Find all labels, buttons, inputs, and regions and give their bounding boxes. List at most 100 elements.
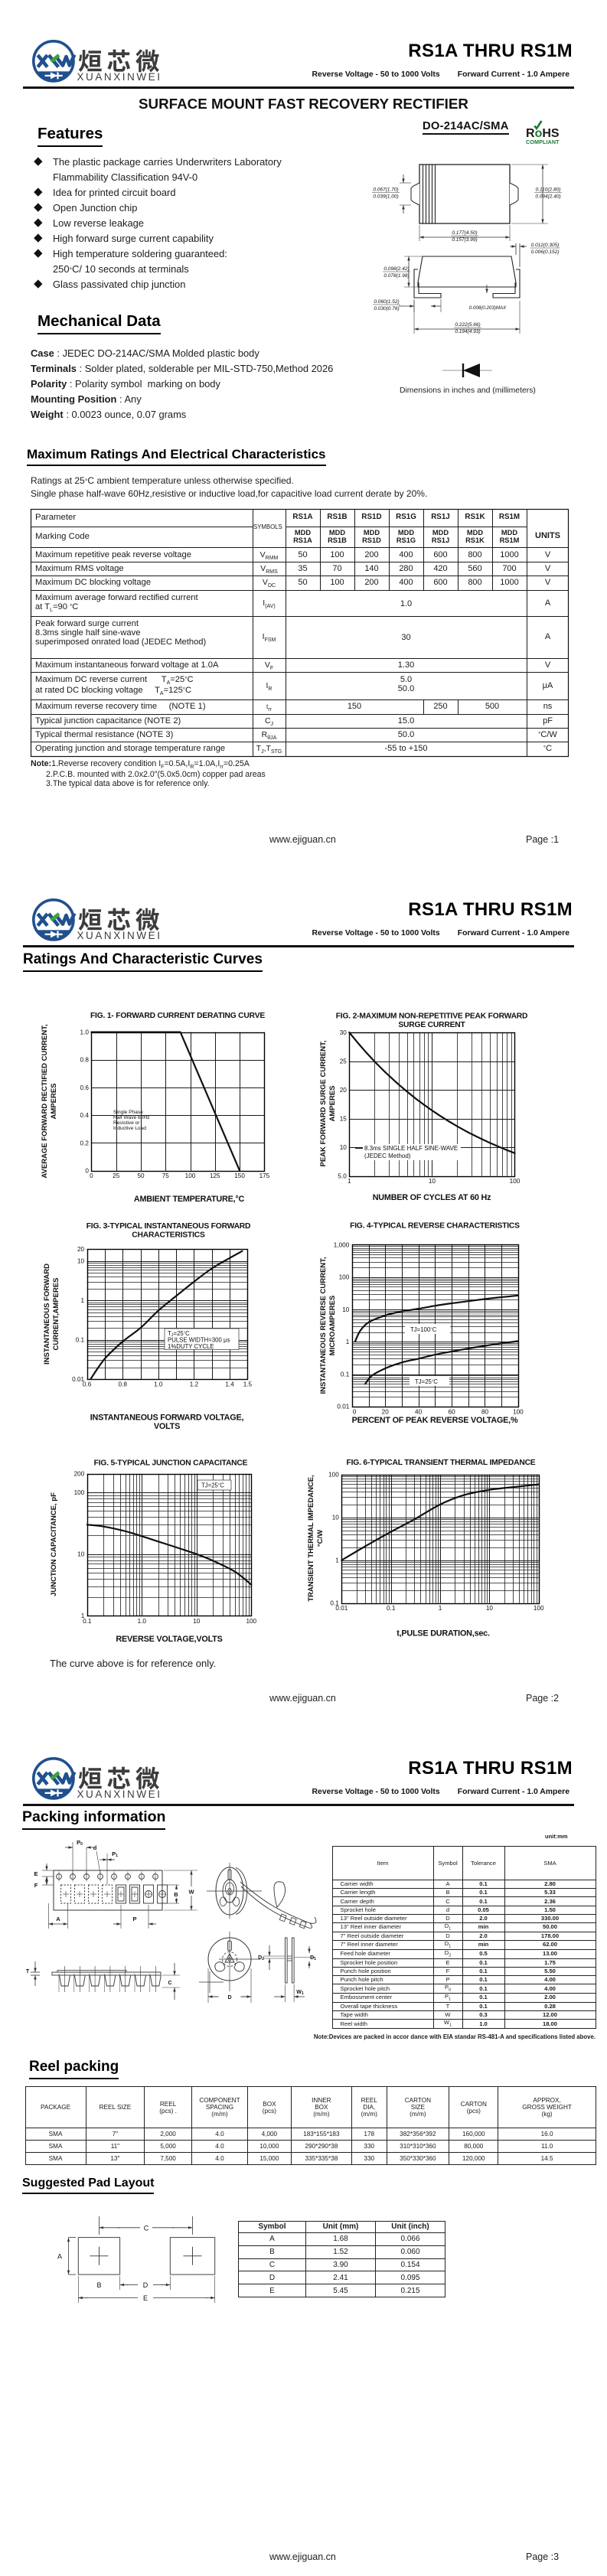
svg-text:0.177(4.50): 0.177(4.50) [452,230,477,236]
svg-text:0.1: 0.1 [387,1605,396,1612]
svg-text:0.01: 0.01 [72,1376,84,1383]
svg-text:INSTANTANEOUS FORWARD VOLTAGE,: INSTANTANEOUS FORWARD VOLTAGE, [90,1414,244,1423]
svg-text:0.008(0.203)MAX: 0.008(0.203)MAX [469,305,507,311]
svg-text:0.1: 0.1 [330,1599,339,1606]
svg-text:TJ=25°C: TJ=25°C [415,1378,438,1385]
svg-text:C: C [168,1981,171,1986]
svg-text:0.1: 0.1 [341,1371,350,1378]
svg-text:Single Phase: Single Phase [113,1110,143,1115]
svg-text:0.078(1.98): 0.078(1.98) [383,273,409,279]
svg-text:INSTANTANEOUS FORWARD: INSTANTANEOUS FORWARD [43,1264,51,1365]
svg-text:MICROAMPERES: MICROAMPERES [328,1296,337,1356]
svg-text:B: B [96,2281,101,2289]
svg-text:10: 10 [340,1144,348,1151]
svg-text:20: 20 [77,1246,85,1253]
svg-text:CHARACTERISTICS: CHARACTERISTICS [132,1231,205,1240]
svg-text:1.5: 1.5 [243,1381,253,1388]
svg-text:FIG. 4-TYPICAL REVERSE CHARACT: FIG. 4-TYPICAL REVERSE CHARACTERISTICS [350,1222,520,1231]
svg-text:0: 0 [90,1172,93,1179]
svg-text:10: 10 [193,1618,201,1625]
svg-text:125: 125 [210,1172,220,1179]
svg-text:0.4: 0.4 [80,1112,90,1119]
svg-text:10: 10 [77,1551,85,1558]
svg-text:AMBIENT TEMPERATURE,°C: AMBIENT TEMPERATURE,°C [134,1195,245,1204]
svg-text:30: 30 [340,1029,348,1036]
svg-text:1.4: 1.4 [225,1381,234,1388]
svg-text:FIG. 3-TYPICAL INSTANTANEOUS F: FIG. 3-TYPICAL INSTANTANEOUS FORWARD [86,1222,251,1231]
svg-text:0.067(1.70): 0.067(1.70) [373,187,398,193]
svg-text:D: D [143,2281,148,2289]
svg-text:XUANXINWEI: XUANXINWEI [77,1789,162,1800]
svg-text:FIG. 2-MAXIMUM NON-REPETITIVE: FIG. 2-MAXIMUM NON-REPETITIVE PEAK FORWA… [336,1012,528,1021]
svg-text:25: 25 [340,1058,348,1065]
svg-text:1: 1 [348,1178,351,1185]
svg-text:SURGE CURRENT: SURGE CURRENT [398,1021,465,1029]
svg-text:PERCENT OF PEAK REVERSE VOLTAG: PERCENT OF PEAK REVERSE VOLTAGE,% [352,1416,518,1425]
svg-text:INSTANTANEOUS REVERSE CURRENT,: INSTANTANEOUS REVERSE CURRENT, [319,1257,328,1394]
svg-text:A: A [56,1916,60,1922]
svg-text:1%DUTY CYCLE: 1%DUTY CYCLE [168,1343,214,1350]
svg-text:t,PULSE DURATION,sec.: t,PULSE DURATION,sec. [397,1629,490,1639]
svg-text:0.222(5.66): 0.222(5.66) [455,322,480,328]
svg-text:PEAK FORWARD SURGE CURRENT,: PEAK FORWARD SURGE CURRENT, [319,1040,328,1166]
svg-text:FIG. 1- FORWARD CURRENT DERATI: FIG. 1- FORWARD CURRENT DERATING CURVE [90,1012,265,1020]
svg-text:100: 100 [513,1408,524,1415]
svg-text:0: 0 [353,1408,357,1415]
svg-text:FIG. 6-TYPICAL TRANSIENT THERM: FIG. 6-TYPICAL TRANSIENT THERMAL IMPEDAN… [347,1459,536,1467]
svg-text:0.012(0.305): 0.012(0.305) [531,243,560,248]
svg-text:E: E [34,1870,38,1877]
svg-text:10: 10 [342,1306,350,1313]
svg-text:0.2: 0.2 [80,1140,90,1146]
svg-text:TJ=100°C: TJ=100°C [410,1326,437,1333]
svg-text:50: 50 [137,1172,145,1179]
svg-text:0.039(1.00): 0.039(1.00) [373,194,398,200]
svg-text:1.0: 1.0 [80,1029,90,1035]
svg-text:150: 150 [234,1172,245,1179]
svg-text:Half Wave 60Hz: Half Wave 60Hz [113,1115,149,1120]
svg-text:100: 100 [534,1605,544,1612]
svg-text:100: 100 [185,1172,196,1179]
svg-text:0.098(2.42): 0.098(2.42) [383,266,409,272]
svg-text:80: 80 [481,1408,489,1415]
svg-text:0.194(4.93): 0.194(4.93) [455,329,480,334]
svg-text:XUANXINWEI: XUANXINWEI [77,930,162,941]
svg-text:1.2: 1.2 [190,1381,199,1388]
svg-text:A: A [57,2253,62,2261]
svg-text:P0: P0 [77,1839,83,1847]
svg-text:0.6: 0.6 [80,1084,90,1091]
svg-text:0.8: 0.8 [80,1057,90,1064]
svg-text:15: 15 [340,1115,348,1122]
svg-text:1: 1 [346,1339,350,1345]
svg-text:1: 1 [81,1297,85,1304]
svg-text:JUNCTION CAPACITANCE, pF: JUNCTION CAPACITANCE, pF [50,1492,58,1596]
svg-text:0: 0 [85,1168,89,1175]
svg-text:1.0: 1.0 [138,1618,147,1625]
svg-text:0.157(3.99): 0.157(3.99) [452,237,477,243]
svg-text:100: 100 [328,1472,339,1479]
svg-text:60: 60 [449,1408,456,1415]
svg-text:TRANSIENT THERMAL IMPEDANCE,: TRANSIENT THERMAL IMPEDANCE, [307,1475,315,1602]
svg-text:D1: D1 [310,1955,316,1961]
svg-text:D2: D2 [258,1955,264,1961]
svg-text:0.6: 0.6 [83,1381,92,1388]
svg-text:5.0: 5.0 [338,1172,347,1179]
svg-text:RoHS: RoHS [526,127,560,140]
svg-text:0.060(1.52): 0.060(1.52) [374,299,399,305]
svg-text:CURRENT,AMPERES: CURRENT,AMPERES [52,1277,60,1350]
svg-text:Resistive or: Resistive or [113,1120,140,1126]
svg-text:0.01: 0.01 [337,1404,349,1410]
svg-text:20: 20 [340,1087,348,1094]
svg-text:W1: W1 [296,1990,304,1996]
svg-text:0.01: 0.01 [335,1605,348,1612]
svg-text:COMPLIANT: COMPLIANT [526,139,560,145]
svg-text:0.1: 0.1 [76,1336,85,1343]
svg-text:°C/W: °C/W [316,1530,325,1547]
svg-text:100: 100 [246,1618,256,1625]
svg-text:1: 1 [335,1557,339,1564]
svg-text:B: B [174,1891,178,1898]
svg-text:C: C [144,2224,149,2232]
svg-text:10: 10 [486,1605,494,1612]
svg-text:0.8: 0.8 [119,1381,128,1388]
svg-text:10: 10 [77,1258,85,1265]
svg-text:P1: P1 [112,1850,118,1858]
